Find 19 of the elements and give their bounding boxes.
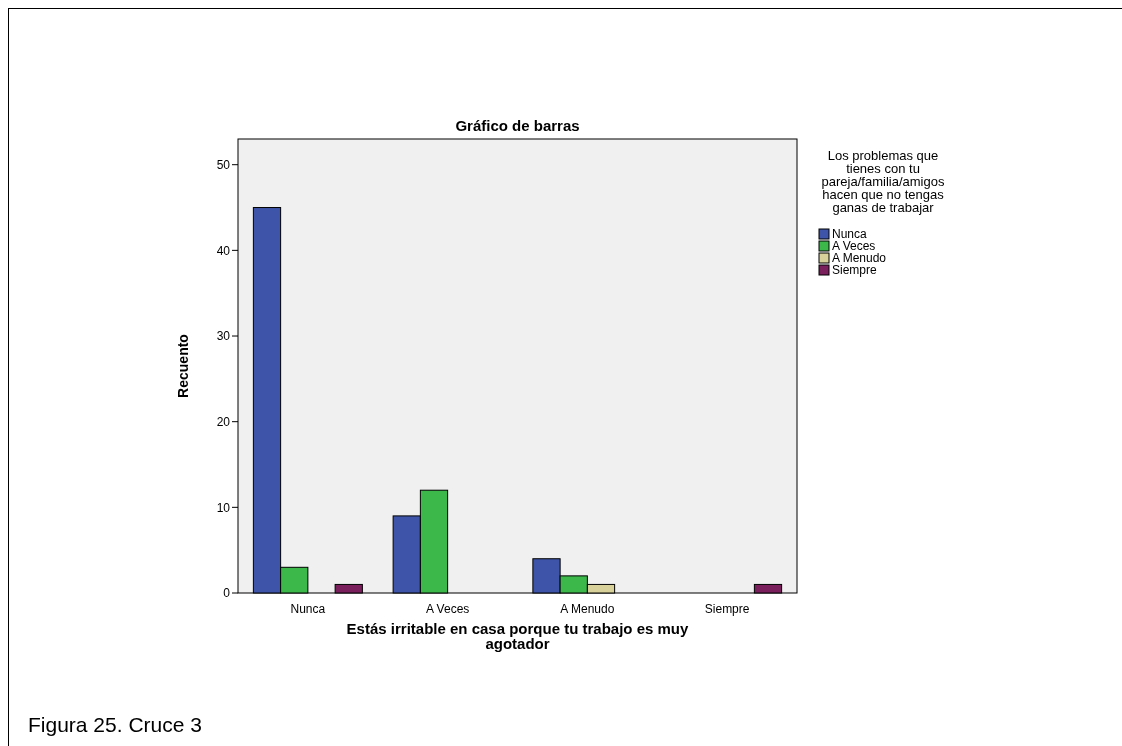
y-tick-label: 50 (216, 157, 231, 172)
y-axis-title: Recuento (175, 334, 191, 398)
y-tick-label: 20 (216, 414, 231, 429)
legend-label: Nunca (832, 227, 868, 241)
x-tick-label: A Veces (425, 602, 470, 616)
y-tick-label: 0 (223, 586, 231, 601)
x-axis-title: Estás irritable en casa porque tu trabajo es muy agotador (346, 620, 690, 652)
text: Figura 25. Cruce 3 (28, 713, 202, 736)
legend-label: Siempre (832, 263, 878, 277)
x-tick-label: Nunca (290, 602, 326, 616)
legend-label: A Veces (832, 239, 876, 253)
legend-label: A Menudo (832, 251, 887, 265)
x-tick-label: A Menudo (560, 602, 615, 616)
y-tick-label: 10 (216, 500, 231, 515)
y-tick-label: 30 (216, 329, 231, 344)
chart-title: Gráfico de barras (455, 117, 580, 134)
x-tick-label: Siempre (704, 602, 750, 616)
legend-title: Los problemas que tienes con tu pareja/familia/amigos hacen que no tengas ganas de trabajar (821, 148, 945, 215)
y-tick-label: 40 (216, 243, 231, 258)
